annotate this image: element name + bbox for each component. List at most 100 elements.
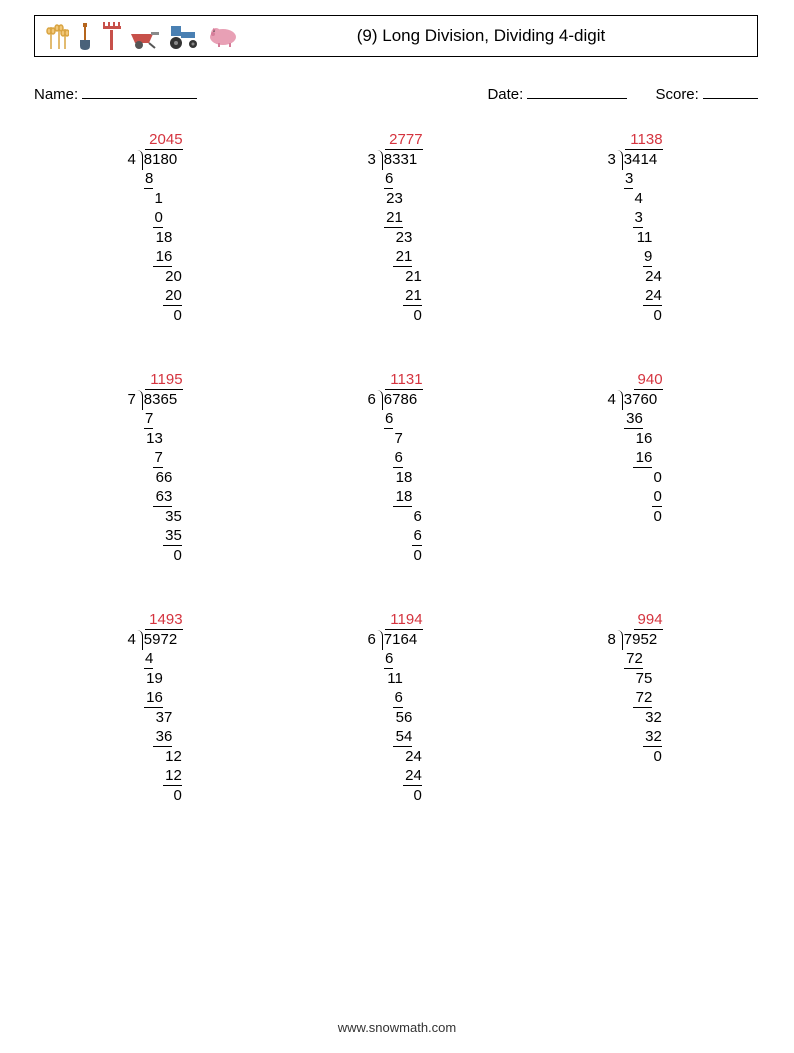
date-underline: [527, 85, 627, 99]
problem: 27773833162321232121210: [285, 130, 505, 325]
dividend: 3414: [624, 150, 662, 169]
work-step: 63: [144, 487, 182, 507]
header-icons: [35, 21, 239, 51]
dividend: 5972: [144, 630, 182, 649]
rake-icon: [101, 21, 123, 51]
work-step: 0: [384, 546, 422, 565]
work-step: 6: [384, 649, 422, 669]
work-step: 19: [144, 669, 182, 688]
work-step: 66: [144, 468, 182, 487]
work-step: 1: [144, 189, 182, 208]
work-step: 0: [624, 306, 662, 325]
wheelbarrow-icon: [129, 22, 161, 50]
work-step: 7: [384, 429, 422, 448]
work-step: 32: [624, 708, 662, 727]
date-field: Date:: [487, 85, 627, 103]
work-step: 36: [624, 409, 662, 429]
work-step: 0: [384, 786, 422, 805]
work-step: 35: [144, 507, 182, 526]
work-step: 16: [144, 247, 182, 267]
quotient: 1131: [385, 370, 423, 390]
work-step: 56: [384, 708, 422, 727]
problem: 1194671646116565424240: [285, 610, 505, 805]
work-step: 75: [624, 669, 662, 688]
quotient: 1493: [145, 610, 183, 630]
work-step: 23: [384, 189, 422, 208]
problem: 204548180810181620200: [45, 130, 265, 325]
work-step: 21: [384, 286, 422, 306]
work-step: 0: [624, 747, 662, 766]
work-step: 24: [384, 747, 422, 766]
work-step: 6: [384, 688, 422, 708]
dividend: 8180: [144, 150, 182, 169]
work-step: 23: [384, 228, 422, 247]
work-step: 6: [384, 507, 422, 526]
work-step: 6: [384, 409, 422, 429]
work-step: 16: [144, 688, 182, 708]
wheat-icon: [45, 21, 69, 51]
work-step: 0: [624, 507, 662, 526]
work-step: 21: [384, 267, 422, 286]
pig-icon: [207, 23, 239, 49]
work-step: 8: [144, 169, 182, 189]
dividend: 7164: [384, 630, 422, 649]
quotient: 1195: [145, 370, 183, 390]
quotient: 1194: [385, 610, 423, 630]
problem: 94043760361616000: [525, 370, 745, 565]
work-step: 18: [384, 487, 422, 507]
work-step: 72: [624, 688, 662, 708]
problem: 14934597241916373612120: [45, 610, 265, 805]
dividend: 3760: [624, 390, 662, 409]
work-step: 24: [624, 286, 662, 306]
work-step: 12: [144, 766, 182, 786]
quotient: 940: [634, 370, 663, 390]
score-label: Score:: [655, 86, 698, 103]
work-step: 37: [144, 708, 182, 727]
footer-text: www.snowmath.com: [0, 1020, 794, 1035]
dividend: 6786: [384, 390, 422, 409]
quotient: 994: [634, 610, 663, 630]
work-step: 18: [144, 228, 182, 247]
work-step: 0: [384, 306, 422, 325]
work-step: 20: [144, 267, 182, 286]
work-step: 6: [384, 526, 422, 546]
quotient: 2777: [385, 130, 423, 150]
name-label: Name:: [34, 86, 78, 103]
dividend: 8331: [384, 150, 422, 169]
quotient: 2045: [145, 130, 183, 150]
dividend: 8365: [144, 390, 182, 409]
work-step: 32: [624, 727, 662, 747]
work-step: 54: [384, 727, 422, 747]
work-step: 0: [144, 208, 182, 228]
work-step: 6: [384, 169, 422, 189]
work-step: 11: [384, 669, 422, 688]
header-box: (9) Long Division, Dividing 4-digit: [34, 15, 758, 57]
work-step: 0: [144, 786, 182, 805]
problem: 11383341434311924240: [525, 130, 745, 325]
work-step: 0: [624, 468, 662, 487]
work-step: 11: [624, 228, 662, 247]
info-row: Name: Date: Score:: [34, 85, 758, 103]
quotient: 1138: [625, 130, 663, 150]
work-step: 18: [384, 468, 422, 487]
work-step: 21: [384, 208, 422, 228]
problem: 1131667866761818660: [285, 370, 505, 565]
work-step: 0: [144, 546, 182, 565]
score-field: Score:: [655, 85, 758, 103]
work-step: 7: [144, 448, 182, 468]
work-step: 24: [384, 766, 422, 786]
problems-grid: 2045481808101816202002777383316232123212…: [45, 130, 745, 805]
problem: 1195783657137666335350: [45, 370, 265, 565]
work-step: 36: [144, 727, 182, 747]
work-step: 20: [144, 286, 182, 306]
problem: 9948795272757232320: [525, 610, 745, 805]
work-step: 7: [144, 409, 182, 429]
work-step: 3: [624, 208, 662, 228]
worksheet-title: (9) Long Division, Dividing 4-digit: [239, 26, 757, 46]
dividend: 7952: [624, 630, 662, 649]
date-label: Date:: [487, 86, 523, 103]
work-step: 16: [624, 429, 662, 448]
shovel-icon: [75, 21, 95, 51]
work-step: 3: [624, 169, 662, 189]
work-step: 12: [144, 747, 182, 766]
